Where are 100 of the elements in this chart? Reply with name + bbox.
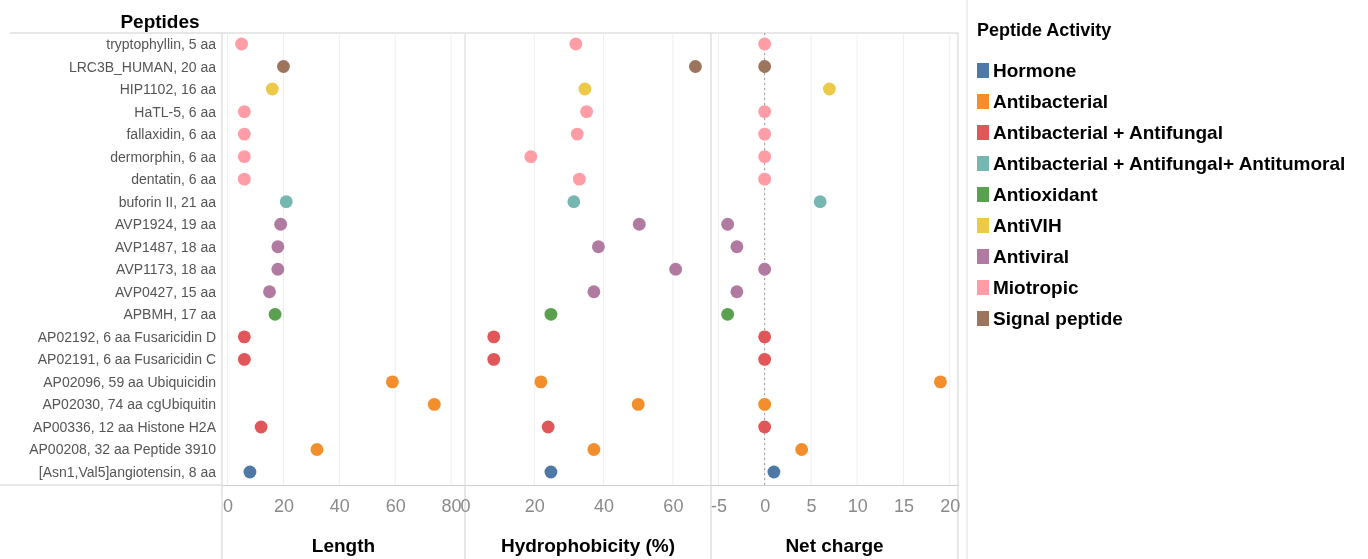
point (237, 150, 251, 164)
point (237, 105, 251, 118)
point (265, 82, 279, 96)
point (580, 105, 594, 118)
point (254, 420, 268, 434)
x-tick-label: 10 (847, 495, 868, 516)
x-tick-label: 15 (893, 495, 914, 516)
point (271, 240, 285, 254)
legend-label: Miotropic (993, 277, 1079, 298)
point (243, 465, 257, 479)
legend-label: Signal peptide (993, 308, 1123, 329)
y-tick-label: [Asn1,Val5]angiotensin, 8 aa (38, 463, 217, 480)
x-tick-label: 0 (760, 495, 771, 516)
y-tick-label: AP00208, 32 aa Peptide 3910 (29, 441, 217, 458)
legend-label: Antibacterial (993, 91, 1109, 112)
point (758, 420, 772, 434)
point (569, 37, 583, 51)
x-axis-title: Length (311, 535, 376, 556)
point (758, 398, 772, 411)
point (237, 352, 251, 366)
x-tick-label: 80 (441, 495, 462, 516)
x-tick-label: 40 (594, 495, 615, 516)
legend-label: Antibacterial + Antifungal (993, 122, 1223, 143)
point (237, 127, 251, 141)
point (721, 307, 735, 321)
point (578, 82, 592, 96)
y-tick-label: AVP1487, 18 aa (115, 238, 217, 255)
point (688, 60, 702, 73)
y-tick-label: AVP1173, 18 aa (116, 261, 217, 278)
y-tick-label: AP00336, 12 aa Histone H2A (33, 418, 217, 435)
point (587, 443, 601, 456)
y-tick-label: AP02191, 6 aa Fusaricidin C (37, 351, 216, 368)
y-tick-label: AP02192, 6 aa Fusaricidin D (37, 328, 216, 345)
point (730, 240, 744, 254)
point (767, 465, 781, 479)
point (758, 105, 772, 118)
point (310, 443, 324, 456)
x-tick-label: 5 (806, 495, 817, 516)
point (385, 375, 399, 389)
point (544, 465, 558, 479)
legend-title: Peptide Activity (977, 20, 1112, 40)
point (274, 217, 288, 231)
point (822, 82, 836, 96)
x-tick-label: 40 (329, 495, 350, 516)
point (263, 285, 276, 299)
point (631, 398, 645, 411)
x-tick-label: 0 (460, 495, 471, 516)
y-tick-label: AP02096, 59 aa Ubiquicidin (43, 373, 216, 390)
point (237, 330, 251, 344)
point (730, 285, 744, 299)
y-tick-label: HaTL-5, 6 aa (134, 103, 217, 120)
x-tick-label: 20 (940, 495, 961, 516)
point (758, 172, 772, 186)
point (271, 262, 285, 276)
point (487, 352, 501, 366)
point (758, 262, 772, 276)
x-tick-label: 20 (273, 495, 294, 516)
point (235, 37, 248, 51)
x-tick-label: -5 (710, 495, 727, 516)
point (758, 352, 772, 366)
point (721, 217, 735, 231)
point (487, 330, 501, 344)
point (268, 307, 282, 321)
x-axis-title: Net charge (785, 535, 884, 556)
point (277, 60, 290, 73)
point (534, 375, 548, 389)
point (669, 262, 683, 276)
point (572, 172, 586, 186)
y-tick-label: dentatin, 6 aa (131, 171, 217, 188)
point (632, 217, 646, 231)
point (795, 443, 809, 456)
x-tick-label: 20 (524, 495, 545, 516)
y-tick-label: fallaxidin, 6 aa (126, 126, 217, 143)
point (567, 195, 581, 209)
y-tick-label: AP02030, 74 aa cgUbiquitin (42, 396, 216, 413)
legend-label: Antibacterial + Antifungal+ Antitumoral (993, 153, 1346, 174)
y-tick-label: AVP1924, 19 aa (115, 216, 217, 233)
point (591, 240, 605, 254)
x-axis-title: Hydrophobicity (%) (500, 535, 676, 556)
y-tick-label: LRC3B_HUMAN, 20 aa (68, 58, 217, 75)
point (758, 127, 772, 141)
point (758, 60, 772, 73)
y-tick-label: HIP1102, 16 aa (119, 81, 217, 98)
y-tick-label: buforin II, 21 aa (118, 193, 217, 210)
point (587, 285, 601, 299)
legend-label: Antioxidant (993, 184, 1099, 205)
x-tick-label: 0 (223, 495, 234, 516)
x-tick-label: 60 (663, 495, 684, 516)
y-tick-label: dermorphin, 6 aa (110, 148, 217, 165)
y-tick-label: tryptophyllin, 5 aa (106, 35, 217, 52)
legend-label: Antiviral (993, 246, 1070, 267)
x-tick-label: 60 (385, 495, 406, 516)
point (541, 420, 555, 434)
y-tick-label: APBMH, 17 aa (123, 306, 217, 323)
y-axis-title: Peptides (120, 11, 200, 32)
point (524, 150, 538, 164)
point (933, 375, 947, 389)
point (758, 330, 772, 344)
legend-label: AntiVIH (993, 215, 1062, 236)
point (427, 398, 441, 411)
